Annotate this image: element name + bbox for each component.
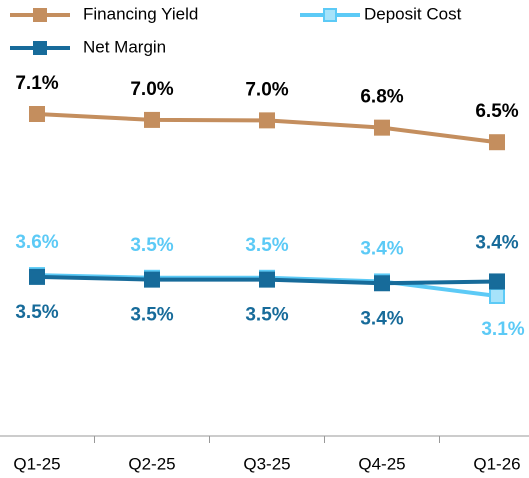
x-tick-label: Q3-25: [243, 454, 290, 473]
x-tick-label: Q4-25: [358, 454, 405, 473]
data-label: 3.4%: [360, 308, 403, 329]
data-label: 3.4%: [475, 232, 518, 253]
point-marker: [29, 268, 45, 285]
point-marker: [144, 271, 160, 288]
legend-label: Deposit Cost: [364, 4, 462, 23]
x-tick-label: Q1-25: [13, 454, 60, 473]
x-tick-label: Q2-25: [128, 454, 175, 473]
point-marker: [374, 119, 390, 136]
data-label: 7.0%: [130, 79, 173, 100]
data-label: 6.5%: [475, 101, 518, 122]
data-label: 7.1%: [15, 73, 58, 94]
legend-label: Net Margin: [83, 37, 166, 56]
legend-label: Financing Yield: [83, 4, 198, 23]
data-label: 3.6%: [15, 232, 58, 253]
data-label: 7.0%: [245, 79, 288, 100]
data-label: 3.4%: [360, 238, 403, 259]
data-label: 6.8%: [360, 87, 403, 108]
data-label: 3.5%: [130, 305, 173, 326]
data-label: 3.5%: [245, 305, 288, 326]
point-marker: [489, 288, 505, 304]
legend-marker: [33, 41, 47, 55]
x-tick-label: Q1-26: [473, 454, 520, 473]
data-label: 3.5%: [245, 235, 288, 256]
legend-marker: [33, 8, 47, 22]
point-marker: [489, 134, 505, 151]
data-label: 3.5%: [15, 302, 58, 323]
point-marker: [489, 273, 505, 290]
legend-marker: [323, 8, 337, 22]
point-marker: [144, 111, 160, 128]
data-label: 3.5%: [130, 235, 173, 256]
data-label: 3.1%: [481, 319, 524, 340]
point-marker: [259, 271, 275, 288]
point-marker: [29, 106, 45, 122]
point-marker: [259, 112, 275, 129]
point-marker: [374, 275, 390, 292]
